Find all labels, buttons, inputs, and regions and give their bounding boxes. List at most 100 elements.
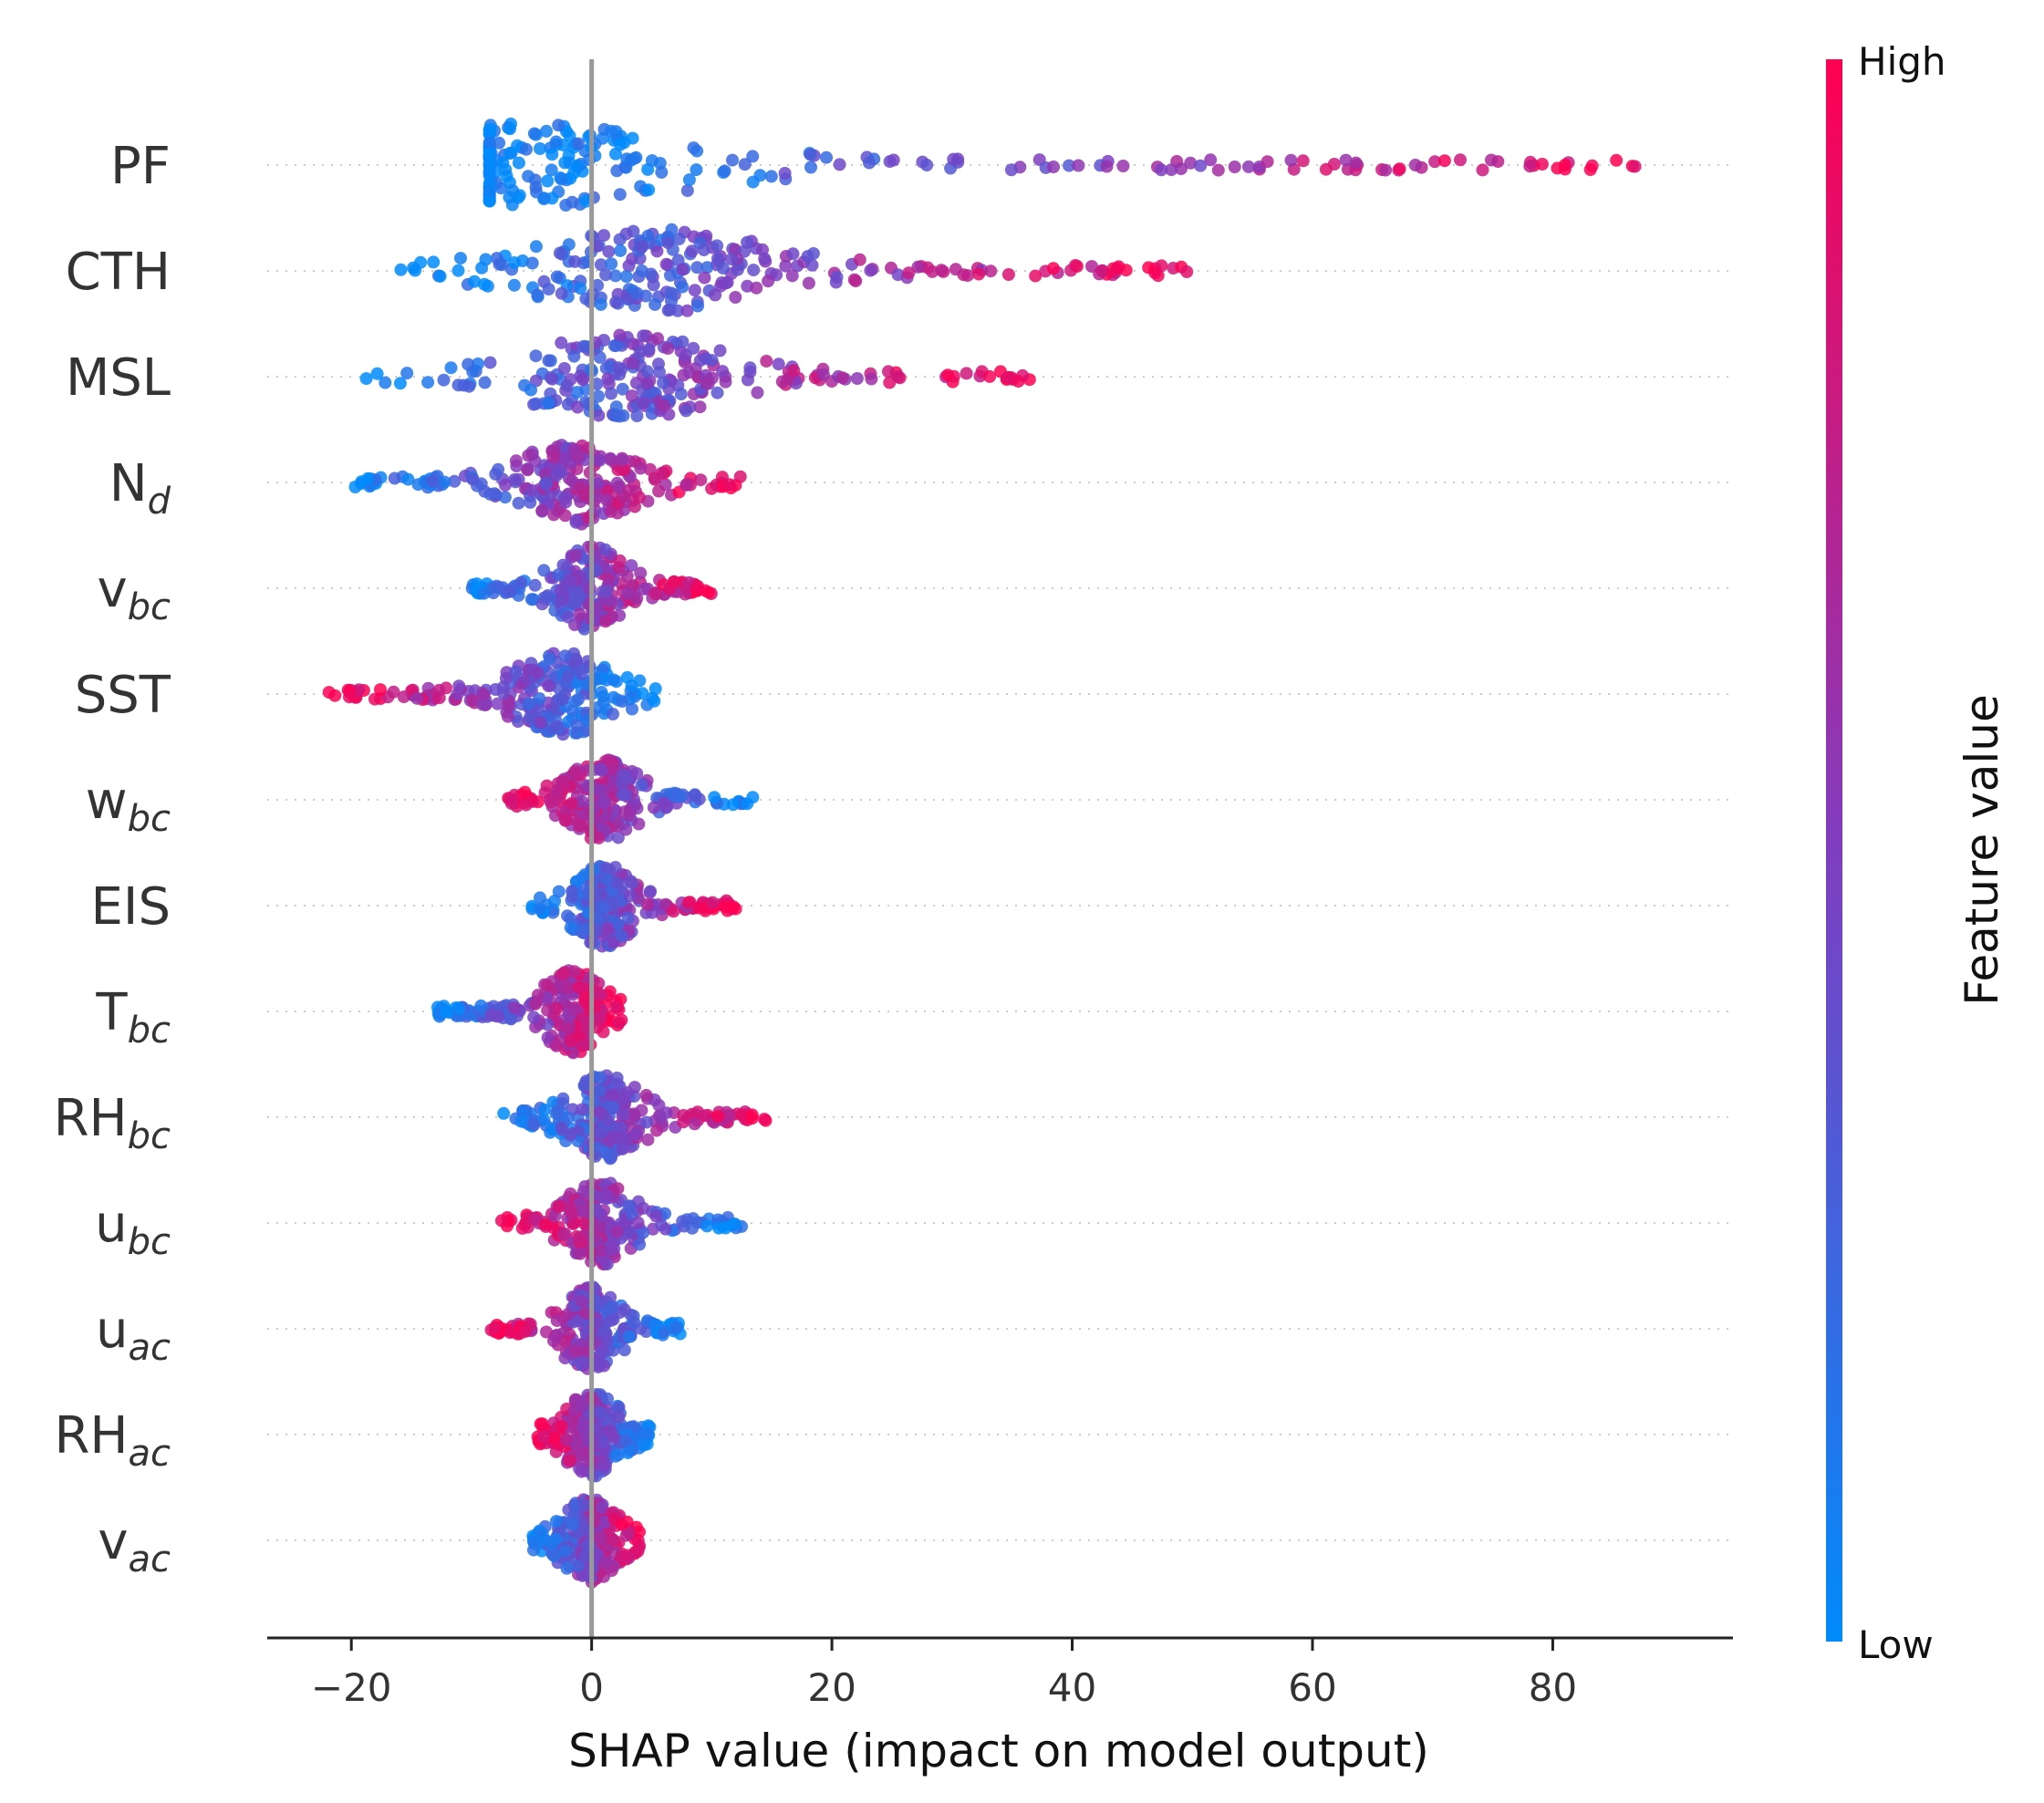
shap-point xyxy=(594,258,607,272)
shap-point xyxy=(564,921,577,935)
shap-point xyxy=(421,376,435,389)
feature-label: MSL xyxy=(66,348,171,408)
shap-point xyxy=(538,1218,552,1231)
shap-point xyxy=(508,472,522,486)
shap-point xyxy=(802,276,815,290)
shap-point xyxy=(1349,156,1363,170)
shap-point xyxy=(1155,163,1168,177)
beeswarm-points xyxy=(322,117,1642,1589)
shap-point xyxy=(753,169,767,182)
shap-point xyxy=(659,1106,673,1120)
shap-point xyxy=(632,817,646,831)
colorbar xyxy=(1826,59,1842,1642)
shap-point xyxy=(479,253,493,266)
shap-point xyxy=(545,163,558,177)
shap-point xyxy=(680,184,694,197)
shap-point xyxy=(579,489,593,503)
shap-point xyxy=(633,491,646,504)
shap-point xyxy=(575,668,588,681)
shap-point xyxy=(540,1325,553,1339)
shap-point xyxy=(574,1247,587,1260)
shap-point xyxy=(693,400,707,414)
shap-point xyxy=(613,188,627,202)
shap-point xyxy=(661,342,675,355)
feature-label: RHac xyxy=(54,1406,171,1475)
colorbar-high-label: High xyxy=(1858,39,1946,84)
shap-point xyxy=(514,1114,528,1128)
shap-point xyxy=(1558,158,1572,171)
shap-point xyxy=(468,275,482,288)
shap-point xyxy=(535,503,549,517)
shap-point xyxy=(558,1544,572,1558)
shap-point xyxy=(719,375,732,389)
shap-point xyxy=(561,669,575,683)
shap-point xyxy=(611,917,625,931)
shap-point xyxy=(551,1105,565,1118)
shap-point xyxy=(1535,158,1549,171)
shap-point xyxy=(462,357,475,371)
shap-point xyxy=(509,454,523,468)
shap-point xyxy=(466,472,480,486)
shap-point xyxy=(745,1108,759,1122)
shap-point xyxy=(598,1325,611,1338)
shap-point xyxy=(735,1108,749,1122)
shap-point xyxy=(617,1107,630,1121)
shap-point xyxy=(718,164,731,178)
shap-point xyxy=(727,900,741,914)
shap-point xyxy=(536,1430,550,1444)
shap-point xyxy=(1261,155,1274,169)
shap-point xyxy=(804,161,817,174)
shap-point xyxy=(394,263,408,276)
feature-label: PF xyxy=(110,137,171,196)
shap-point xyxy=(596,131,609,145)
shap-point xyxy=(1001,268,1015,281)
shap-point xyxy=(911,260,925,274)
shap-point xyxy=(644,885,658,898)
shap-point xyxy=(984,264,998,278)
shap-point xyxy=(537,564,551,577)
shap-point xyxy=(555,1121,568,1135)
shap-point xyxy=(634,566,648,580)
shap-point xyxy=(379,376,392,389)
shap-point xyxy=(1476,163,1489,177)
shap-point xyxy=(502,699,515,713)
shap-point xyxy=(614,244,628,257)
shap-point xyxy=(540,476,554,490)
shap-point xyxy=(562,238,576,252)
shap-point xyxy=(597,1025,610,1039)
shap-point xyxy=(687,141,700,155)
shap-point xyxy=(637,329,650,343)
shap-point xyxy=(983,369,997,383)
shap-point xyxy=(577,1356,591,1370)
shap-point xyxy=(747,264,761,277)
shap-point xyxy=(641,229,655,243)
shap-point xyxy=(590,700,604,714)
shap-point xyxy=(725,253,739,266)
shap-point xyxy=(565,195,579,209)
shap-point xyxy=(698,271,711,285)
shap-point xyxy=(619,270,633,284)
shap-point xyxy=(576,1399,590,1413)
shap-point xyxy=(709,288,722,302)
shap-point xyxy=(555,1420,568,1433)
shap-point xyxy=(1379,163,1393,177)
shap-point xyxy=(947,152,960,166)
shap-point xyxy=(738,158,752,171)
shap-point xyxy=(542,354,555,368)
shap-point xyxy=(579,1021,593,1035)
shap-point xyxy=(638,582,651,596)
shap-point xyxy=(591,477,605,491)
shap-point xyxy=(648,694,661,708)
shap-point xyxy=(599,493,613,507)
shap-point xyxy=(533,692,546,705)
shap-point xyxy=(604,453,617,467)
shap-point xyxy=(659,1222,672,1236)
shap-point xyxy=(541,174,555,188)
shap-point xyxy=(619,823,633,836)
shap-point xyxy=(552,885,565,898)
shap-point xyxy=(497,1106,511,1120)
shap-point xyxy=(705,354,719,368)
shap-point xyxy=(560,1561,574,1575)
shap-point xyxy=(700,1219,714,1233)
shap-point xyxy=(764,170,778,183)
